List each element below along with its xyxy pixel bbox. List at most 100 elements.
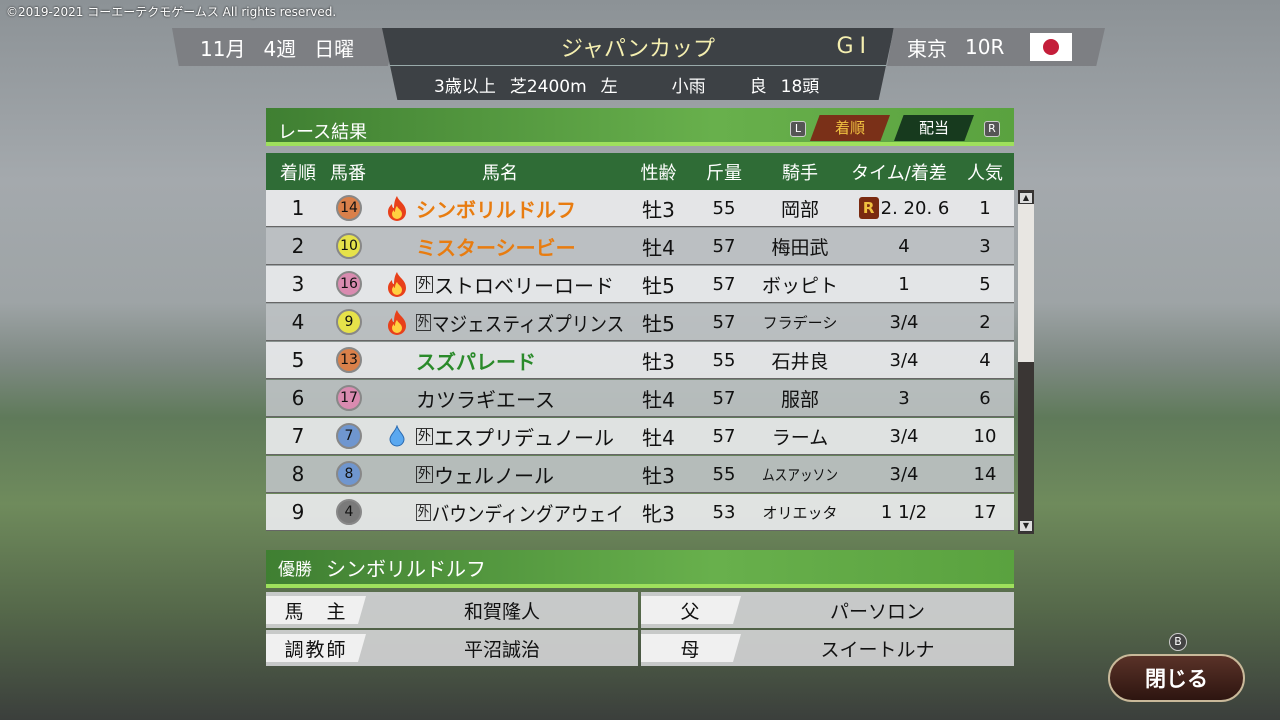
dam-label: 母 <box>641 634 741 662</box>
popularity: 2 <box>979 311 991 333</box>
table-row[interactable]: 6 17 カツラギエース 牡4 57 服部 3 6 <box>266 380 1014 417</box>
owner-row: 馬 主 和賀隆人 <box>266 592 638 628</box>
horse-name-wrap: 外ウェルノール <box>416 460 554 489</box>
tab-order[interactable]: 着順 <box>810 115 890 141</box>
horse-name: マジェスティズプリンス <box>431 311 625 336</box>
time-value: 3 <box>898 387 910 409</box>
horse-name-cell: 外エスプリデュノール <box>416 418 624 454</box>
close-button[interactable]: 閉じる <box>1108 654 1245 702</box>
table-row[interactable]: 7 7 外エスプリデュノール 牡4 57 ラーム 3/4 10 <box>266 418 1014 455</box>
horse-number: 17 <box>334 380 364 416</box>
jockey: フラデーシ <box>762 313 838 332</box>
horse-name-cell: 外バウンディングアウェイ <box>416 494 624 530</box>
time-margin: 4 <box>844 228 964 264</box>
month: 11月 <box>200 36 246 61</box>
race-grade: GI <box>836 34 872 59</box>
race-venue: 東京 10R <box>887 28 1105 66</box>
weight: 55 <box>712 349 736 371</box>
panel-title: レース結果 <box>278 122 368 143</box>
jockey: 服部 <box>780 388 819 411</box>
sex-age: 牡4 <box>642 235 675 260</box>
table-header: 着順 馬番 馬名 性齢 斤量 騎手 タイム/着差 人気 <box>266 153 1014 190</box>
jockey-cell: ラーム <box>760 418 840 454</box>
tab-payout[interactable]: 配当 <box>894 115 974 141</box>
horse-name: ミスターシービー <box>416 235 576 260</box>
no-icon <box>384 342 410 378</box>
horse-number: 13 <box>334 342 364 378</box>
table-row[interactable]: 9 4 外バウンディングアウェイ 牝3 53 オリエッタ 1 1/2 17 <box>266 494 1014 531</box>
race-name: ジャパンカップ <box>382 28 894 66</box>
horse-number: 8 <box>334 456 364 492</box>
r-button-icon[interactable]: R <box>984 121 1000 137</box>
horse-name-wrap: 外エスプリデュノール <box>416 422 614 451</box>
jockey-cell: オリエッタ <box>760 494 840 530</box>
race-conditions: 3歳以上 芝2400m 左 小雨 良 18頭 <box>382 68 894 100</box>
jockey: ボッピト <box>761 274 838 297</box>
horse-name-wrap: シンボリルドルフ <box>416 194 576 223</box>
table-row[interactable]: 3 16 外ストロベリーロード 牡5 57 ボッピト 1 5 <box>266 266 1014 303</box>
no-icon <box>384 494 410 530</box>
popularity: 14 <box>973 463 997 485</box>
race-date: 11月 4週 日曜 <box>172 28 397 66</box>
weight: 55 <box>712 463 736 485</box>
horse-name-cell: カツラギエース <box>416 380 624 416</box>
water-drop-icon <box>384 418 410 454</box>
table-row[interactable]: 5 13 スズパレード 牡3 55 石井良 3/4 4 <box>266 342 1014 379</box>
cond-weather: 小雨 <box>671 76 706 97</box>
sex-age: 牡4 <box>642 425 675 450</box>
col-weight: 斤量 <box>706 162 742 184</box>
scrollbar-thumb[interactable] <box>1018 204 1034 362</box>
popularity: 3 <box>979 235 991 257</box>
col-number: 馬番 <box>330 162 366 184</box>
popularity: 10 <box>973 425 997 447</box>
table-row[interactable]: 8 8 外ウェルノール 牡3 55 ムスアッソン 3/4 14 <box>266 456 1014 493</box>
sire-value: パーソロン <box>829 600 925 623</box>
jockey-cell: フラデーシ <box>760 304 840 340</box>
sire-row: 父 パーソロン <box>641 592 1014 628</box>
time-margin: 3/4 <box>844 418 964 454</box>
sex-age: 牡5 <box>642 311 675 336</box>
horse-number: 4 <box>334 494 364 530</box>
jockey: 石井良 <box>771 350 829 373</box>
time-value: 3/4 <box>889 425 919 447</box>
foreign-mark: 外 <box>416 465 433 483</box>
horse-name: シンボリルドルフ <box>416 197 576 222</box>
jockey: オリエッタ <box>762 503 838 522</box>
col-jockey: 騎手 <box>782 162 818 184</box>
horse-name-wrap: 外バウンディングアウェイ <box>416 498 624 527</box>
horse-number: 16 <box>334 266 364 302</box>
cond-distance: 芝2400m <box>509 76 587 97</box>
foreign-mark: 外 <box>416 427 433 445</box>
time-value: 3/4 <box>889 349 919 371</box>
scroll-up-icon[interactable]: ▲ <box>1019 192 1033 204</box>
col-time: タイム/着差 <box>851 162 947 184</box>
weight: 57 <box>712 425 736 447</box>
popularity: 1 <box>979 197 991 219</box>
horse-name-wrap: カツラギエース <box>416 384 555 413</box>
horse-name: ストロベリーロード <box>434 273 614 298</box>
day: 日曜 <box>314 36 355 61</box>
horse-name: エスプリデュノール <box>434 425 614 450</box>
rank: 9 <box>291 500 305 524</box>
table-row[interactable]: 4 9 外マジェスティズプリンス 牡5 57 フラデーシ 3/4 2 <box>266 304 1014 341</box>
cond-runners: 18頭 <box>780 76 820 97</box>
trainer-label: 調教師 <box>266 634 366 662</box>
gate-badge: 8 <box>336 461 362 487</box>
sex-age: 牡3 <box>642 197 675 222</box>
sex-age: 牡3 <box>642 463 675 488</box>
table-row[interactable]: 2 10 ミスターシービー 牡4 57 梅田武 4 3 <box>266 228 1014 265</box>
fire-icon <box>384 304 410 340</box>
l-button-icon[interactable]: L <box>790 121 806 137</box>
fire-icon <box>384 266 410 302</box>
weight: 57 <box>712 273 736 295</box>
table-row[interactable]: 1 14 シンボリルドルフ 牡3 55 岡部 R 2. 20. 6 1 <box>266 190 1014 227</box>
sex-age: 牡5 <box>642 273 675 298</box>
scroll-down-icon[interactable]: ▼ <box>1019 520 1033 532</box>
scrollbar[interactable]: ▲ ▼ <box>1018 190 1034 534</box>
sire-label: 父 <box>641 596 741 624</box>
horse-name-wrap: スズパレード <box>416 346 536 375</box>
horse-name-wrap: ミスターシービー <box>416 232 576 261</box>
owner-label: 馬 主 <box>266 596 366 624</box>
horse-name-cell: 外マジェスティズプリンス <box>416 304 624 340</box>
trainer-row: 調教師 平沼誠治 <box>266 630 638 666</box>
